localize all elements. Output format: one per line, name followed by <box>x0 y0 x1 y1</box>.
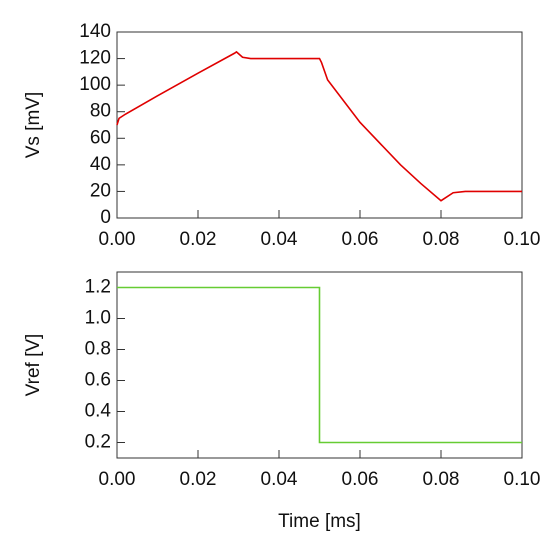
x-axis-label: Time [ms] <box>278 511 361 532</box>
y-tick-label: 0.2 <box>85 432 111 453</box>
y-tick-label: 20 <box>90 180 111 201</box>
x-tick-label: 0.02 <box>180 229 217 250</box>
x-tick-label: 0.08 <box>423 469 460 490</box>
y-tick-label: 1.0 <box>85 308 111 329</box>
y-tick-label: 0.8 <box>85 339 111 360</box>
y-tick-label: 0 <box>100 207 111 228</box>
y-axis-label: Vs [mV] <box>23 92 44 159</box>
y-tick-label: 40 <box>90 154 111 175</box>
line-series <box>116 50 522 202</box>
y-tick-label: 140 <box>79 21 111 42</box>
x-tick-label: 0.02 <box>180 469 217 490</box>
x-tick-label: 0.00 <box>99 469 136 490</box>
y-tick-label: 0.6 <box>85 370 111 391</box>
x-tick-label: 0.00 <box>99 229 136 250</box>
line-series <box>117 286 522 444</box>
y-tick-label: 1.2 <box>85 277 111 298</box>
plot-frame <box>116 271 523 459</box>
x-tick-label: 0.04 <box>261 469 298 490</box>
y-tick-label: 120 <box>79 48 111 69</box>
x-tick-label: 0.06 <box>342 469 379 490</box>
x-tick-label: 0.04 <box>261 229 298 250</box>
y-tick-label: 100 <box>79 74 111 95</box>
x-tick-label: 0.08 <box>423 229 460 250</box>
x-tick-label: 0.10 <box>504 229 541 250</box>
y-tick-label: 80 <box>90 101 111 122</box>
y-axis-label: Vref [V] <box>23 334 44 397</box>
x-tick-label: 0.10 <box>504 469 541 490</box>
y-tick-label: 0.4 <box>85 401 112 422</box>
x-tick-label: 0.06 <box>342 229 379 250</box>
y-tick-label: 60 <box>90 127 111 148</box>
